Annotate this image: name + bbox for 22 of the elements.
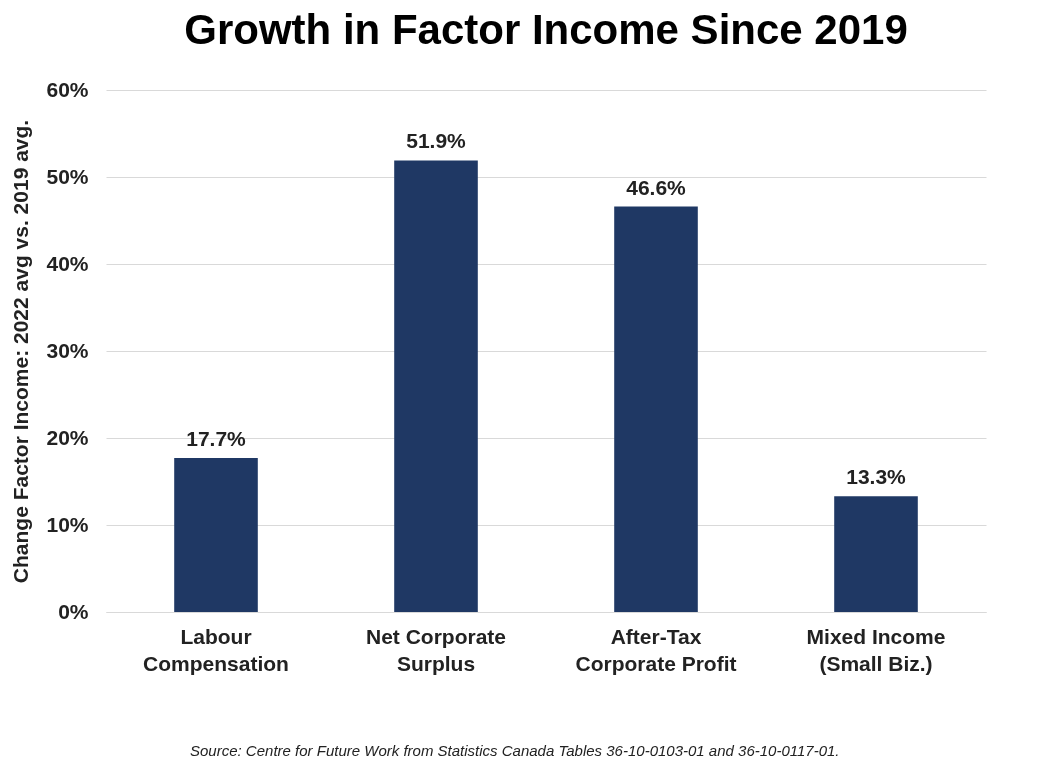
data-label: 46.6% <box>626 175 687 199</box>
y-tick-label: 30% <box>46 338 89 362</box>
x-tick-label: After-Tax Corporate Profit <box>575 624 737 675</box>
data-label: 13.3% <box>846 465 907 489</box>
x-tick-label: Mixed Income (Small Biz.) <box>806 624 946 675</box>
y-tick-label: 60% <box>46 77 89 101</box>
bar <box>834 496 918 612</box>
chart-title: Growth in Factor Income Since 2019 <box>184 6 908 53</box>
y-tick-label: 20% <box>46 425 89 449</box>
y-tick-label: 10% <box>46 512 89 536</box>
bar <box>394 160 478 612</box>
bar <box>174 458 258 612</box>
y-axis-title: Change Factor Income: 2022 avg vs. 2019 avg. <box>9 119 33 584</box>
y-tick-label: 0% <box>58 599 89 623</box>
y-tick-label: 50% <box>46 164 89 188</box>
x-tick-label: Net Corporate Surplus <box>365 624 507 675</box>
data-label: 17.7% <box>186 427 247 451</box>
y-tick-label: 40% <box>46 251 89 275</box>
data-label: 51.9% <box>406 129 467 153</box>
x-tick-label: Labour Compensation <box>143 624 289 675</box>
source-note: Source: Centre for Future Work from Statistics Canada Tables 36-10-0103-01 and 36-10-0117-01. <box>190 742 840 759</box>
bar <box>614 206 698 612</box>
